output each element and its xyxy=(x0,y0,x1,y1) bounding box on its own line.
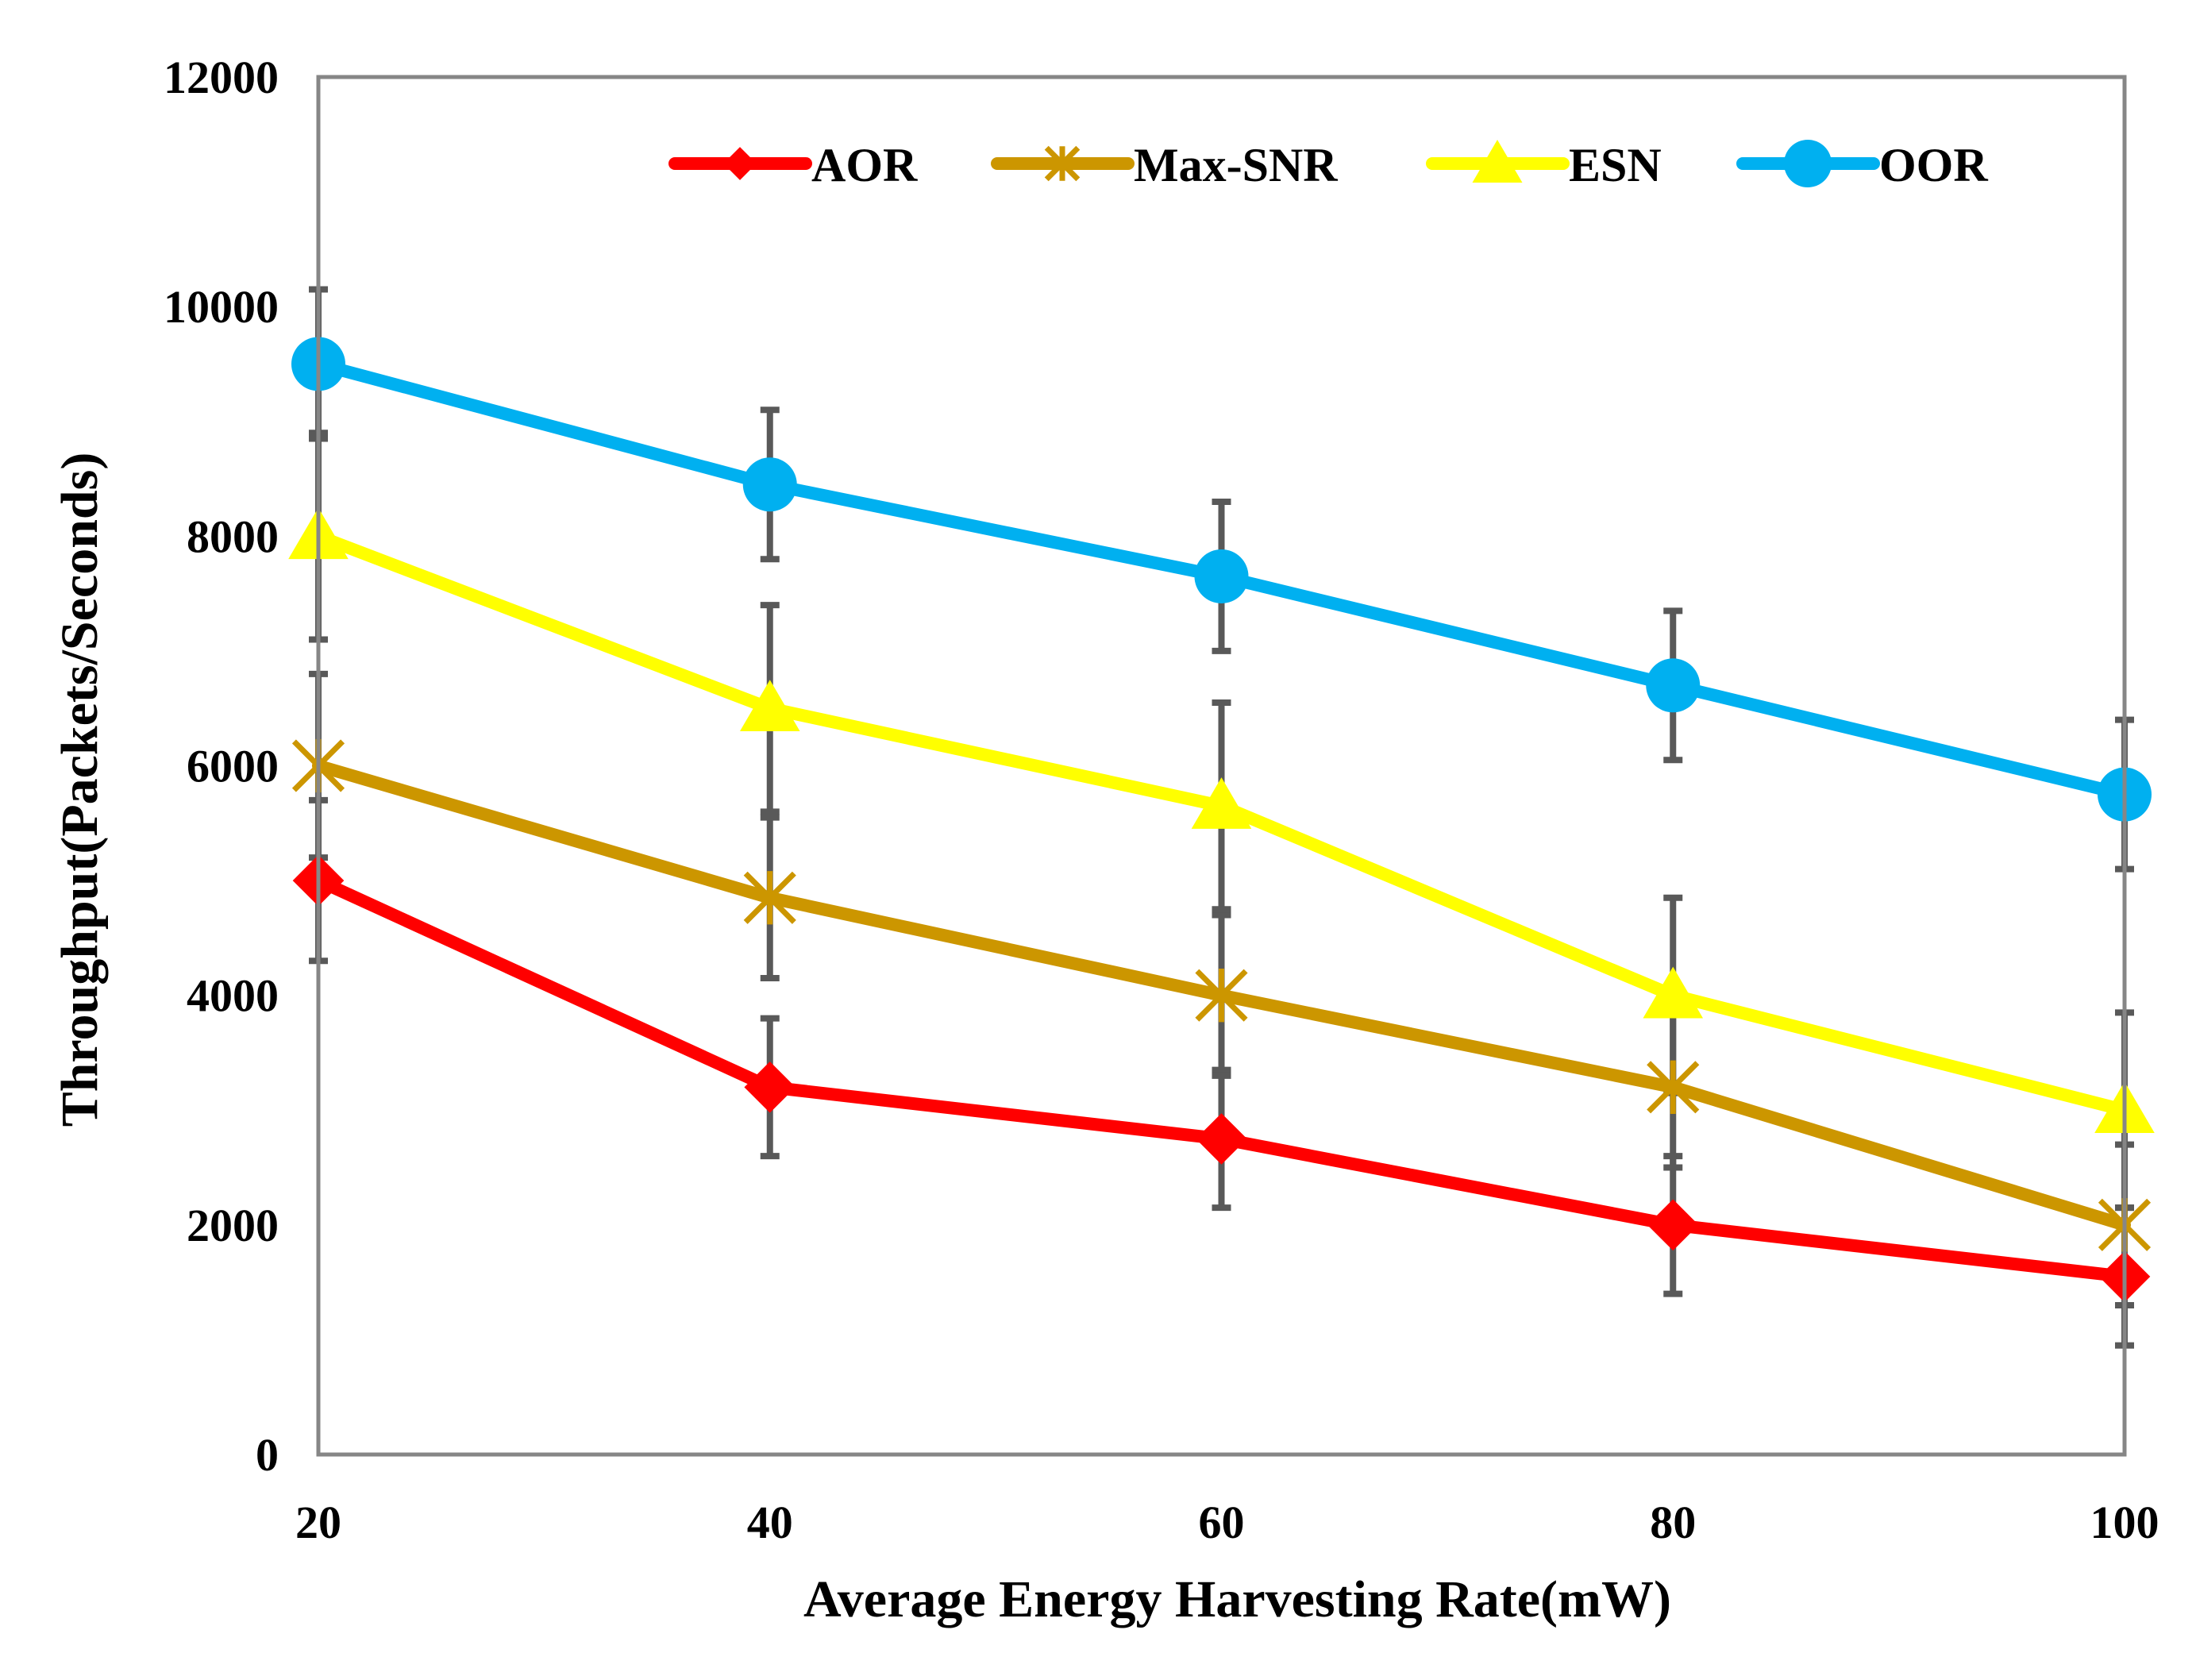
legend-label-esn: ESN xyxy=(1569,139,1662,191)
legend-marker-max-snr xyxy=(1044,145,1081,182)
x-tick-label-80: 80 xyxy=(1650,1497,1696,1548)
x-axis-ticks: 20 40 60 80 100 xyxy=(295,1497,2159,1548)
y-tick-label-2000: 2000 xyxy=(187,1200,279,1251)
legend-item-oor: OOR xyxy=(1736,139,1988,191)
legend-label-oor: OOR xyxy=(1879,139,1988,191)
data-point-oor-60 xyxy=(1194,549,1249,603)
legend-item-esn: ESN xyxy=(1426,139,1662,191)
y-tick-label-12000: 12000 xyxy=(164,52,279,103)
legend-label-max-snr: Max-SNR xyxy=(1134,139,1338,191)
data-point-oor-80 xyxy=(1646,658,1701,713)
legend-item-max-snr: Max-SNR xyxy=(991,139,1338,191)
data-point-esn-40 xyxy=(739,680,800,732)
data-point-max-snr-40 xyxy=(743,871,796,925)
legend-marker-oor xyxy=(1784,140,1832,187)
legend-marker-aor xyxy=(723,147,757,180)
data-point-aor-80 xyxy=(1647,1199,1699,1251)
y-axis-title: Throughput(Packets/Seconds) xyxy=(51,453,109,1127)
data-point-aor-40 xyxy=(744,1062,796,1113)
x-tick-label-40: 40 xyxy=(747,1497,793,1548)
x-tick-label-60: 60 xyxy=(1199,1497,1245,1548)
y-tick-label-0: 0 xyxy=(256,1429,279,1481)
data-point-max-snr-80 xyxy=(1647,1060,1700,1114)
series-markers xyxy=(288,337,2155,1303)
y-tick-label-10000: 10000 xyxy=(164,281,279,333)
y-tick-label-8000: 8000 xyxy=(187,511,279,562)
legend-item-aor: AOR xyxy=(668,139,918,191)
y-tick-label-6000: 6000 xyxy=(187,741,279,792)
data-point-max-snr-60 xyxy=(1195,969,1248,1023)
x-axis-title: Average Energy Harvesting Rate(mW) xyxy=(803,1570,1671,1628)
data-point-esn-80 xyxy=(1643,966,1704,1019)
x-tick-label-100: 100 xyxy=(2090,1497,2159,1548)
y-tick-label-4000: 4000 xyxy=(187,970,279,1022)
data-point-oor-40 xyxy=(742,457,797,512)
legend: AOR Max-SNR ESN OOR xyxy=(668,139,1988,191)
x-tick-label-20: 20 xyxy=(295,1497,341,1548)
data-point-esn-60 xyxy=(1191,777,1252,829)
legend-marker-esn xyxy=(1472,140,1523,183)
y-axis-ticks: 0 2000 4000 6000 8000 10000 12000 xyxy=(164,52,279,1481)
data-point-aor-60 xyxy=(1196,1113,1247,1165)
plot-area-border xyxy=(316,75,2127,1457)
legend-label-aor: AOR xyxy=(811,139,918,191)
